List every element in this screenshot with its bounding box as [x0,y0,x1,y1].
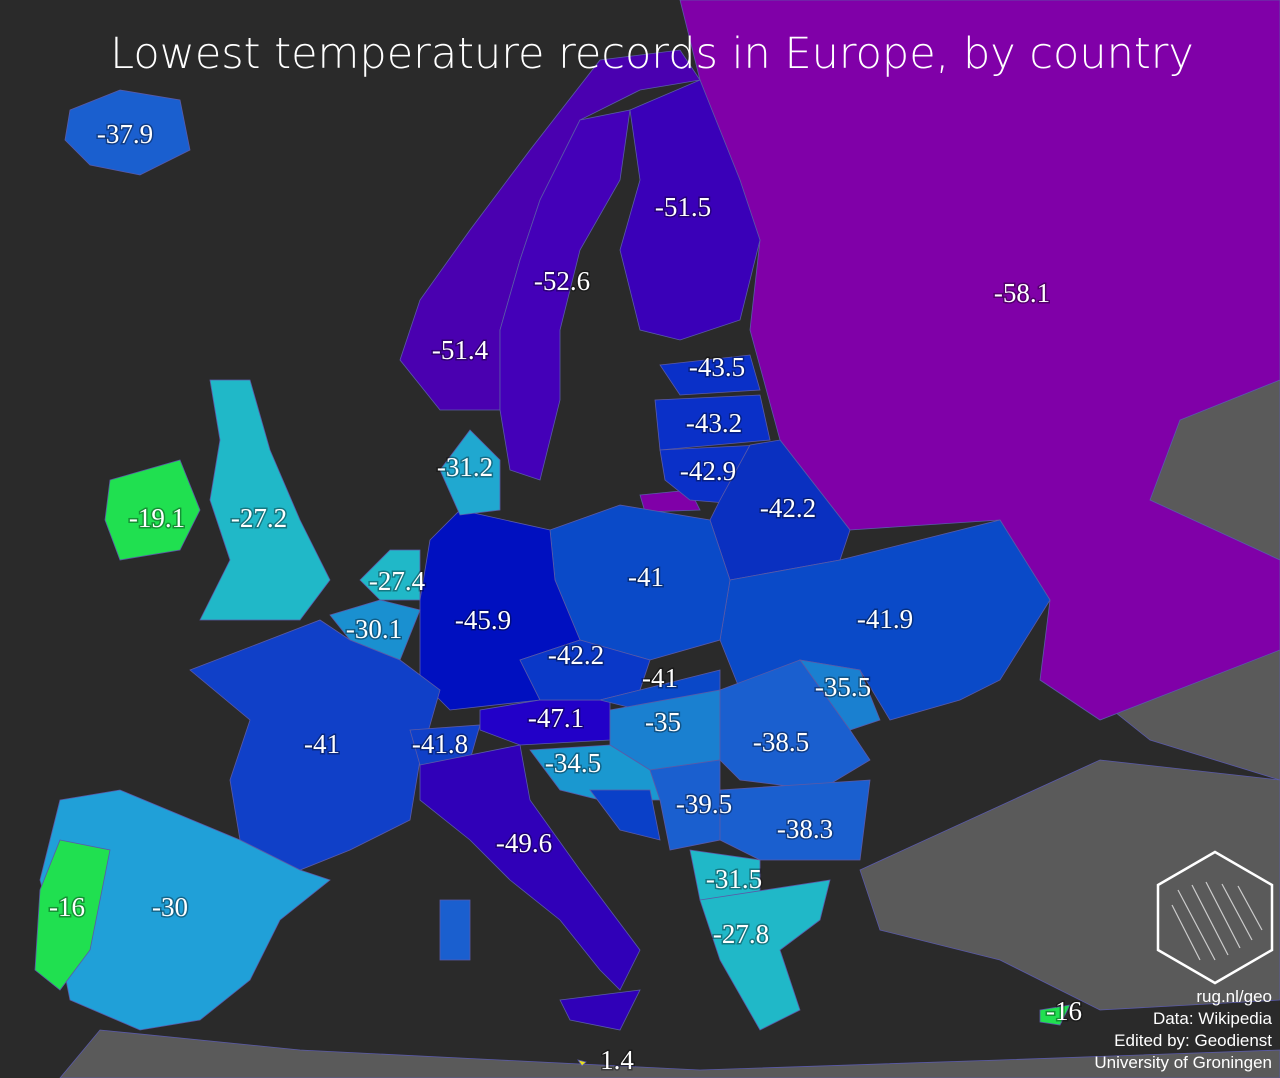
temperature-label: -38.5 [753,727,809,757]
temperature-label: -41.9 [857,604,913,634]
temperature-label: -52.6 [534,266,590,296]
temperature-label: -42.2 [760,493,816,523]
country [659,354,761,396]
temperature-label: -19.1 [129,503,185,533]
credit-line: rug.nl/geo [1196,987,1272,1006]
country [419,744,641,991]
temperature-label: -35 [645,707,681,737]
temperature-label: -41 [628,562,664,592]
country [719,779,871,861]
country [679,0,1280,721]
temperature-label: -41 [304,729,340,759]
map-title: Lowest temperature records in Europe, by… [110,29,1194,79]
temperature-label: -42.9 [680,456,736,486]
temperature-label: -37.9 [97,119,153,149]
country [329,599,421,661]
temperature-label: -38.3 [777,814,833,844]
country [559,989,641,1031]
country [699,879,831,1031]
country [619,79,761,341]
country [439,429,501,516]
land [34,0,1280,1078]
temperature-label: -51.5 [655,192,711,222]
country [199,379,331,621]
temperature-label: -34.5 [545,748,601,778]
temperature-label: -45.9 [455,605,511,635]
country [649,759,721,851]
credit-line: University of Groningen [1094,1053,1272,1072]
country [654,394,771,451]
country [589,789,661,841]
country [359,549,421,601]
temperature-label: -27.8 [713,919,769,949]
temperature-label: -27.4 [369,566,426,596]
country [499,109,631,481]
country [59,1029,1280,1078]
logo [1156,850,1274,985]
country [1039,1004,1071,1026]
credit-line: Data: Wikipedia [1153,1009,1273,1028]
country [719,659,871,791]
country [859,759,1280,1011]
temperature-label: -30.1 [346,614,402,644]
labels: -37.9 -51.5 -52.6 -58.1 -51.4 -43.5 -43.2 -42.9… [48,118,1084,1077]
temperature-label: -30 [152,892,188,922]
country [34,839,111,991]
temperature-label: -39.5 [676,789,732,819]
temperature-label: -31.2 [437,452,493,482]
country [104,459,201,561]
temperature-label: -49.6 [496,828,552,858]
temperature-label: -47.1 [528,703,584,733]
temperature-label: -43.2 [686,408,742,438]
credits: rug.nl/geo Data: Wikipedia Edited by: Geod… [1094,987,1272,1072]
country [189,619,441,871]
credit-line: Edited by: Geodienst [1114,1031,1272,1050]
country [439,899,471,961]
temperature-label: -58.1 [994,278,1050,308]
temperature-label: -42.2 [548,640,604,670]
country [577,1059,587,1067]
temperature-label: -41.8 [412,729,468,759]
temperature-label: -43.5 [689,352,745,382]
temperature-label: -51.4 [432,335,489,365]
temperature-label: -16 [1046,996,1082,1026]
temperature-label: -27.2 [231,503,287,533]
temperature-label: -16 [49,892,85,922]
temperature-label: 1.4 [600,1045,634,1075]
temperature-label: -31.5 [706,864,762,894]
temperature-label: -35.5 [815,672,871,702]
country [719,519,1051,721]
temperature-label: -41 [642,663,678,693]
country [64,89,191,176]
